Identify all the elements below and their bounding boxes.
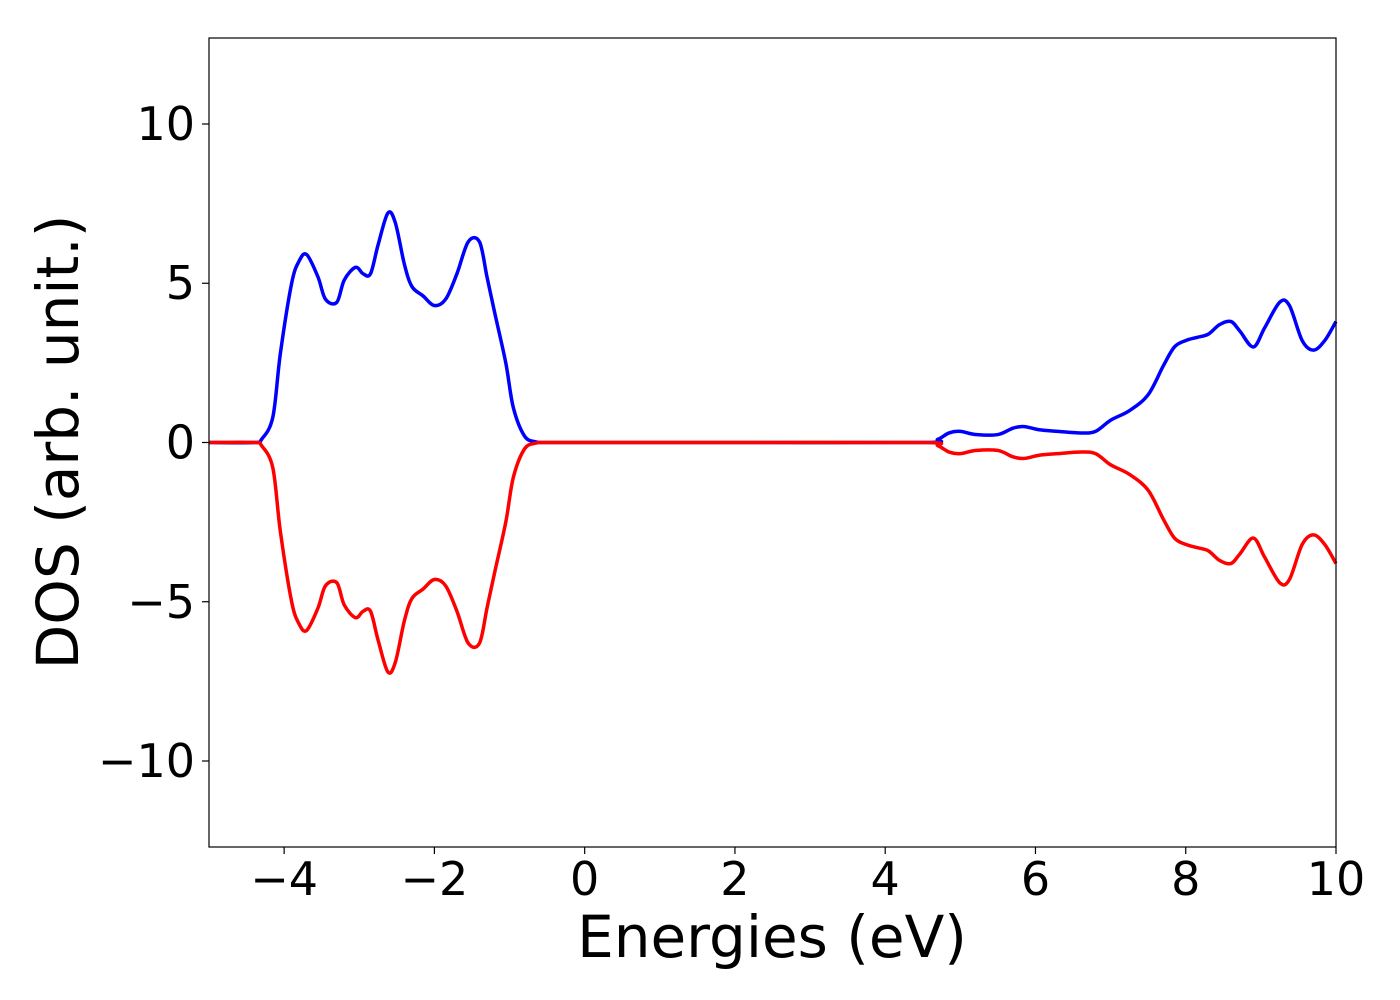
series-line-1: [208, 210, 1338, 445]
x-tick-label: 4: [871, 852, 900, 906]
series-line-2: [208, 440, 1338, 675]
x-axis-ticks: −4 −2 0 2 4 6 8 10: [250, 847, 1365, 906]
y-tick-label: 10: [136, 97, 195, 151]
x-tick-label: 2: [720, 852, 749, 906]
series-layer: [208, 210, 1338, 675]
x-tick-label: −4: [250, 852, 318, 906]
y-tick-label: −10: [98, 734, 195, 788]
y-tick-label: 0: [166, 416, 195, 470]
x-tick-label: 0: [570, 852, 599, 906]
x-tick-label: 6: [1021, 852, 1050, 906]
x-axis-label: Energies (eV): [577, 903, 967, 971]
y-axis-label: DOS (arb. unit.): [24, 215, 92, 670]
x-tick-label: 8: [1171, 852, 1200, 906]
x-tick-label: 10: [1307, 852, 1366, 906]
y-axis-ticks: 10 5 0 −5 −10: [98, 97, 209, 788]
y-tick-label: 5: [166, 256, 195, 310]
y-tick-label: −5: [127, 575, 195, 629]
x-tick-label: −2: [400, 852, 468, 906]
